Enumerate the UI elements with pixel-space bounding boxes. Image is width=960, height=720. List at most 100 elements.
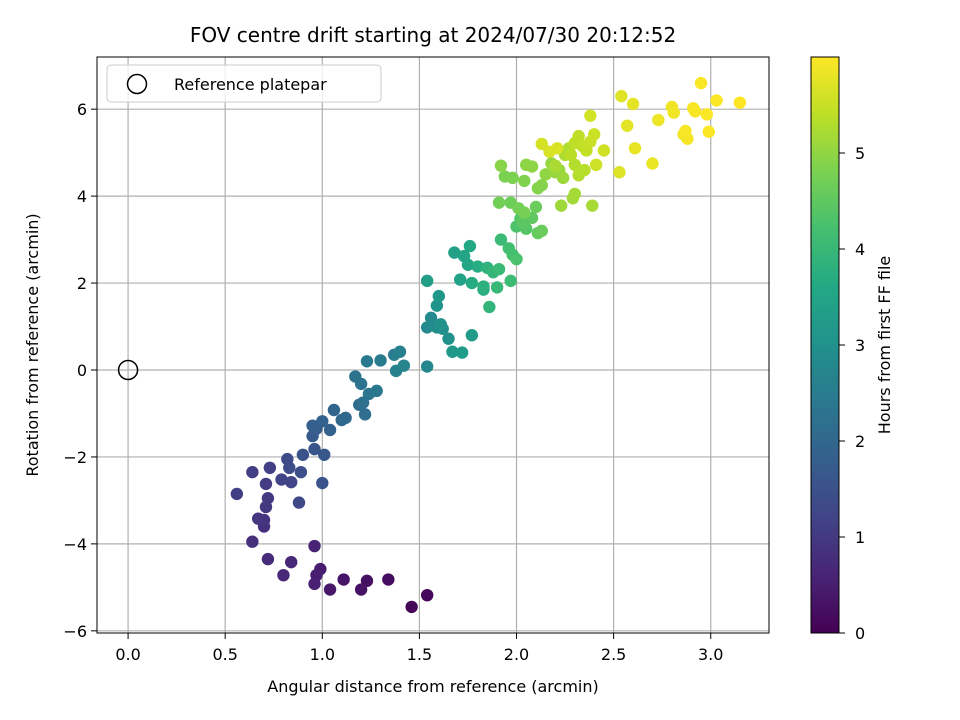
x-axis-ticks: 0.0 0.5 1.0 1.5 2.0 2.5 3.0 [115, 633, 723, 664]
data-point [586, 199, 599, 212]
data-point [308, 577, 321, 591]
data-point [246, 465, 259, 479]
data-point [551, 142, 564, 155]
data-point [327, 403, 341, 417]
data-point [405, 600, 418, 614]
data-point [292, 496, 306, 509]
data-point [492, 196, 506, 209]
data-point [261, 552, 275, 566]
data-point [285, 555, 298, 569]
legend: Reference platepar [106, 64, 382, 103]
data-point [465, 329, 479, 342]
data-point [621, 119, 634, 132]
data-point [370, 384, 383, 398]
y-tick-label: −6 [63, 622, 87, 641]
data-point [535, 137, 548, 151]
data-point [382, 573, 395, 586]
y-tick-label: 0 [77, 361, 87, 380]
colorbar-tick-label: 2 [855, 432, 865, 451]
colorbar-tick-label: 1 [855, 528, 865, 547]
data-point [446, 345, 459, 358]
legend-marker-icon [126, 73, 148, 95]
data-point [323, 423, 337, 437]
data-point [588, 128, 601, 141]
plot-frame [96, 56, 770, 634]
reference-platepar-marker [117, 359, 139, 381]
data-point [539, 168, 552, 181]
data-point [461, 258, 475, 271]
data-point [261, 492, 275, 505]
x-tick-label: 2.0 [504, 645, 529, 664]
data-point [584, 109, 597, 122]
legend-label: Reference platepar [174, 75, 327, 94]
data-point [572, 129, 585, 143]
data-point [420, 321, 434, 334]
data-point [490, 281, 504, 294]
data-point [529, 200, 543, 214]
data-point [667, 106, 681, 119]
data-point [294, 465, 308, 479]
colorbar [810, 56, 840, 634]
data-point [700, 108, 714, 121]
data-point [285, 475, 298, 489]
data-point [360, 355, 374, 368]
data-point [615, 89, 628, 103]
x-tick-label: 2.5 [601, 645, 626, 664]
colorbar-label: Hours from first FF file [875, 256, 894, 435]
data-point [556, 171, 570, 185]
data-point [339, 411, 352, 425]
x-tick-label: 3.0 [698, 645, 723, 664]
data-point [597, 144, 611, 157]
data-point [259, 477, 273, 491]
colorbar-tick-label: 5 [855, 144, 865, 163]
data-point [393, 345, 407, 358]
data-point [442, 332, 455, 345]
chart-title: FOV centre drift starting at 2024/07/30 … [190, 23, 676, 47]
data-point [308, 442, 321, 456]
data-point [275, 473, 288, 486]
data-point [360, 574, 374, 588]
data-point [733, 96, 747, 109]
data-point [316, 415, 329, 428]
data-point [518, 174, 531, 188]
data-point [628, 142, 642, 155]
data-point [710, 94, 723, 107]
data-point [549, 159, 562, 172]
data-point [424, 311, 438, 325]
data-point [434, 318, 447, 331]
data-point [613, 166, 626, 179]
data-point [337, 573, 350, 586]
data-point [349, 370, 362, 383]
data-point [246, 535, 259, 548]
y-tick-label: −2 [63, 448, 87, 467]
x-axis-label: Angular distance from reference (arcmin) [267, 677, 598, 696]
y-axis-label: Rotation from reference (arcmin) [23, 213, 42, 476]
data-point [263, 461, 277, 475]
x-tick-label: 0.5 [212, 645, 237, 664]
data-point [455, 346, 469, 359]
colorbar-tick-label: 3 [855, 336, 865, 355]
data-point [494, 159, 508, 172]
data-point [277, 568, 290, 582]
data-point [483, 300, 496, 314]
data-point [283, 461, 296, 475]
data-point [420, 360, 434, 373]
data-point [318, 448, 331, 461]
data-point [564, 148, 578, 162]
data-point [626, 97, 640, 111]
legend-box [106, 64, 382, 103]
data-point [568, 187, 581, 201]
y-axis-ticks: −6 −4 −2 0 2 4 6 [63, 100, 97, 641]
data-point [510, 252, 523, 266]
grid-lines [97, 57, 769, 633]
data-point [702, 125, 715, 138]
data-point [296, 448, 310, 461]
data-point [397, 359, 411, 372]
colorbar-tick-label: 4 [855, 240, 865, 259]
data-point [646, 157, 659, 170]
data-point [518, 206, 531, 219]
data-point [374, 354, 387, 367]
data-point [316, 476, 329, 490]
y-tick-label: 4 [77, 187, 87, 206]
